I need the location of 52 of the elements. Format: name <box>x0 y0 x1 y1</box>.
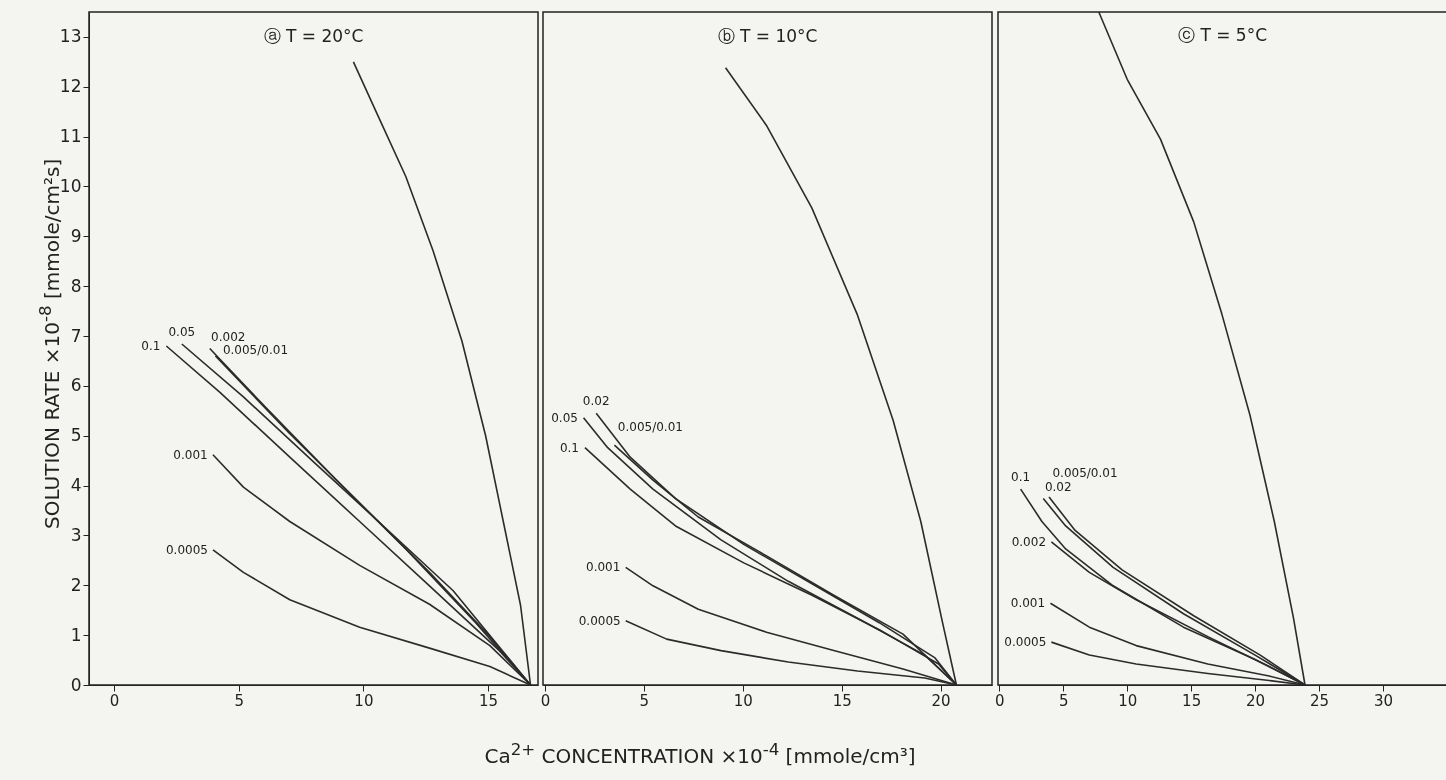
series-label: 0.05 <box>168 325 196 340</box>
y-tick-label: 10 <box>59 175 82 196</box>
x-axis-title: Ca$^{2+}$ CONCENTRATION ×10$^{-4}$ [mmole/cm³] <box>483 740 917 768</box>
y-tick-label: 3 <box>70 524 82 545</box>
series-label: 0.001 <box>1010 596 1046 611</box>
x-tick-label: 15 <box>832 691 852 710</box>
series-label: 0.001 <box>173 447 208 462</box>
series-label: 0.05 <box>551 410 578 425</box>
x-tick-label: 5 <box>234 691 244 710</box>
y-tick-label: 4 <box>70 475 82 496</box>
series-label: 0.0005 <box>1004 635 1047 650</box>
series-label: 0.002 <box>211 329 246 344</box>
series-label: 0.005/0.01 <box>617 420 683 435</box>
series-label: 0.1 <box>1011 470 1031 485</box>
x-tick-label: 20 <box>931 691 951 710</box>
text: ⓐ T = 20°C <box>263 26 364 46</box>
x-tick-label: 10 <box>354 691 374 710</box>
x-tick-label: 10 <box>733 691 753 710</box>
y-tick-label: 0 <box>70 674 82 695</box>
x-tick-label: 5 <box>1058 691 1069 710</box>
series-label: 0.02 <box>582 394 610 409</box>
x-tick-label: 30 <box>1373 691 1394 710</box>
y-tick-label: 6 <box>70 375 82 396</box>
series-label: 0.0005 <box>578 613 621 628</box>
x-tick-label: 25 <box>1310 691 1330 710</box>
text: ⓒ T = 5°C <box>1177 25 1268 46</box>
x-tick-label: 15 <box>479 691 499 710</box>
series-label: 0.0005 <box>165 542 208 557</box>
series-label: 0.1 <box>141 339 161 354</box>
y-tick-label: 13 <box>59 26 82 47</box>
x-tick-label: 10 <box>1118 691 1138 710</box>
y-tick-label: 11 <box>59 126 82 147</box>
series-label: 0.001 <box>586 560 621 575</box>
x-tick-label: 0 <box>995 691 1005 710</box>
y-tick-label: 1 <box>70 624 82 645</box>
series-label: 0.1 <box>559 440 579 455</box>
y-tick-label: 8 <box>70 275 82 296</box>
x-tick-label: 0 <box>540 691 551 710</box>
series-label: 0.002 <box>1011 534 1047 549</box>
text: ⓑ T = 10°C <box>717 26 818 46</box>
y-tick-label: 12 <box>59 76 82 97</box>
series-label: 0.005/0.01 <box>222 342 289 357</box>
series-label: 0.02 <box>1044 479 1072 494</box>
x-tick-label: 20 <box>1246 691 1266 710</box>
x-tick-label: 15 <box>1182 691 1202 710</box>
y-tick-label: 2 <box>70 574 82 595</box>
x-tick-label: 5 <box>639 691 650 710</box>
series-label: 0.005/0.01 <box>1052 466 1118 481</box>
y-tick-label: 5 <box>70 425 82 446</box>
y-tick-label: 7 <box>70 325 82 346</box>
x-tick-label: 0 <box>109 691 120 710</box>
y-tick-label: 9 <box>70 225 82 246</box>
